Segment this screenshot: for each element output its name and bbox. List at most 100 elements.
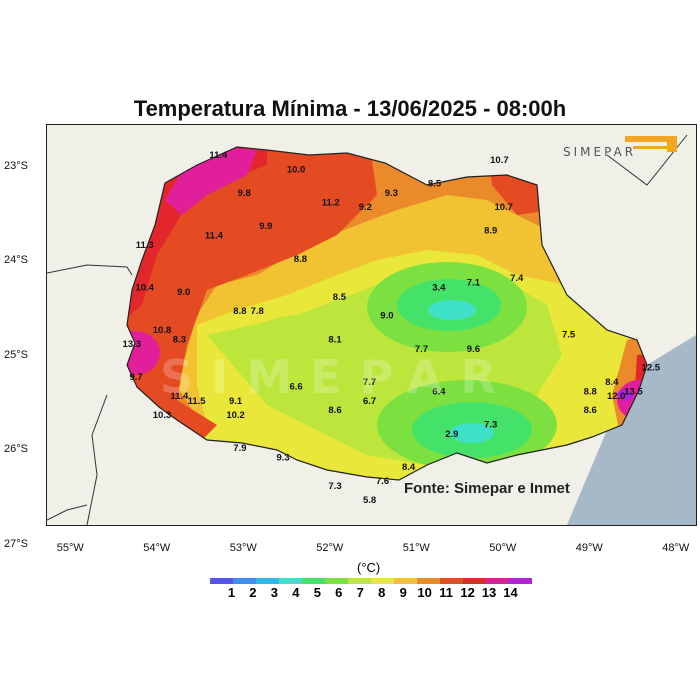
- station-value: 9.1: [229, 396, 243, 407]
- watermark: SIMEPAR: [160, 350, 514, 404]
- station-value: 9.6: [467, 344, 480, 355]
- station-value: 2.9: [445, 429, 458, 440]
- station-value: 9.3: [385, 188, 398, 199]
- station-value: 10.7: [494, 202, 513, 213]
- station-value: 7.3: [484, 419, 497, 430]
- station-value: 8.5: [333, 292, 347, 303]
- colorbar-segment: [279, 578, 302, 584]
- station-value: 7.9: [233, 443, 246, 454]
- latitude-label: 24°S: [4, 254, 28, 267]
- station-value: 11.4: [205, 230, 224, 241]
- station-value: 9.0: [177, 287, 190, 298]
- colorbar-segment: [233, 578, 256, 584]
- longitude-label: 55°W: [56, 542, 84, 554]
- station-value: 11.4: [170, 391, 189, 402]
- station-value: 10.7: [490, 155, 509, 166]
- station-value: 11.4: [209, 150, 228, 161]
- simepar-logo-icon: [625, 136, 677, 152]
- colorbar-segment: [348, 578, 371, 584]
- station-value: 8.8: [584, 386, 597, 397]
- station-value: 10.4: [135, 282, 154, 293]
- station-value: 10.0: [287, 164, 306, 175]
- latitude-label: 23°S: [4, 159, 28, 172]
- colorbar-tick: 9: [399, 585, 407, 600]
- station-value: 8.4: [402, 462, 416, 473]
- colorbar-tick: 13: [481, 585, 497, 600]
- colorbar-tick: 12: [460, 585, 475, 600]
- longitude-label: 52°W: [316, 542, 344, 554]
- station-value: 8.9: [484, 226, 497, 237]
- longitude-label: 54°W: [143, 542, 171, 554]
- colorbar-tick: 1: [227, 585, 236, 600]
- colorbar-segment: [486, 578, 509, 584]
- colorbar-segment: [463, 578, 486, 584]
- station-value: 3.4: [432, 282, 446, 293]
- station-value: 8.8: [233, 306, 246, 317]
- colorbar-segment: [394, 578, 417, 584]
- longitude-label: 51°W: [402, 542, 430, 554]
- station-value: 8.4: [605, 377, 619, 388]
- station-value: 7.7: [363, 377, 376, 388]
- colorbar-tick: 3: [270, 585, 279, 600]
- station-value: 10.2: [226, 410, 245, 421]
- latitude-label: 27°S: [4, 537, 28, 550]
- colorbar-segment: [210, 578, 233, 584]
- colorbar-tick: 6: [335, 585, 343, 600]
- latitude-label: 25°S: [4, 348, 28, 361]
- border-line-west: [86, 394, 108, 525]
- station-value: 8.8: [294, 254, 307, 265]
- colorbar-unit: (°C): [357, 560, 381, 575]
- colorbar-segment: [417, 578, 440, 584]
- station-value: 8.3: [173, 334, 186, 345]
- longitude-label: 50°W: [489, 542, 517, 554]
- longitude-label: 49°W: [575, 542, 603, 554]
- station-value: 11.3: [136, 240, 154, 251]
- colorbar-segment: [371, 578, 394, 584]
- map-frame: 11.4 10.0 9.8 11.2 9.2 9.3 8.5 10.7 10.7 8.9 11.3 1…: [46, 124, 697, 526]
- colorbar-segment: [440, 578, 463, 584]
- station-value: 5.8: [363, 495, 376, 506]
- station-value: 9.7: [129, 372, 142, 383]
- logo-text: SIMEPAR: [563, 145, 637, 159]
- station-value: 7.3: [328, 481, 341, 492]
- longitude-label: 53°W: [229, 542, 257, 554]
- border-line-southwest: [47, 504, 88, 521]
- colorbar-tick: 11: [439, 585, 453, 600]
- colorbar-segment: [256, 578, 279, 584]
- colorbar: [210, 578, 532, 584]
- station-value: 7.7: [415, 344, 428, 355]
- colorbar-segment: [325, 578, 348, 584]
- station-value: 11.5: [188, 396, 207, 407]
- station-value: 7.4: [510, 273, 524, 284]
- station-value: 10.3: [153, 410, 172, 421]
- station-value: 10.8: [153, 325, 172, 336]
- colorbar-tick: 14: [503, 585, 518, 600]
- station-value: 8.5: [428, 178, 442, 189]
- station-value: 7.1: [467, 278, 481, 289]
- station-value: 12.5: [642, 363, 661, 374]
- station-value: 8.6: [584, 405, 597, 416]
- colorbar-tick: 8: [378, 585, 386, 600]
- colorbar-segment: [509, 578, 532, 584]
- colorbar-tick: 7: [356, 585, 364, 600]
- station-value: 9.3: [276, 453, 289, 464]
- station-value: 13.5: [624, 386, 643, 397]
- station-value: 9.9: [259, 221, 272, 232]
- latitude-label: 26°S: [4, 443, 28, 456]
- ocean: [567, 335, 696, 525]
- station-value: 9.8: [238, 188, 251, 199]
- temperature-map: 11.4 10.0 9.8 11.2 9.2 9.3 8.5 10.7 10.7 8.9 11.3 1…: [47, 134, 696, 525]
- map-title: Temperatura Mínima - 13/06/2025 - 08:00h: [133, 96, 567, 121]
- station-value: 7.6: [376, 476, 389, 487]
- station-value: 8.6: [328, 405, 341, 416]
- station-value: 7.8: [251, 306, 264, 317]
- station-value: 9.0: [380, 311, 393, 322]
- colorbar-tick: 10: [417, 585, 432, 600]
- longitude-label: 48°W: [662, 542, 690, 554]
- source-text: Fonte: Simepar e Inmet: [404, 480, 570, 497]
- colorbar-segment: [302, 578, 325, 584]
- colorbar-tick: 2: [249, 585, 257, 600]
- border-line-north: [47, 264, 133, 276]
- colorbar-tick: 5: [313, 585, 321, 600]
- station-value: 9.2: [359, 202, 372, 213]
